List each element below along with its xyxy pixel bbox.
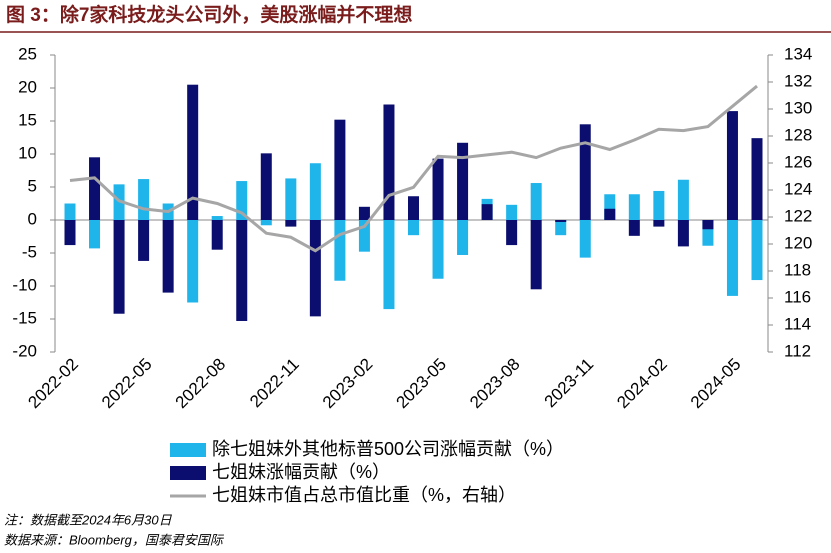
legend-swatch [170,443,206,457]
y2-tick-label: 116 [784,287,811,306]
bar [309,163,321,220]
bar [383,220,395,310]
bar [187,220,199,303]
y-tick-label: -20 [12,341,37,360]
y2-tick-label: 114 [784,314,811,333]
y2-tick-label: 132 [784,71,812,90]
bar [236,181,248,220]
bar [408,220,419,236]
x-tick-label: 2023-11 [541,355,598,412]
bar [187,84,199,220]
y-tick-label: 15 [18,110,37,129]
x-tick-label: 2024-05 [687,355,745,413]
bar [408,196,419,220]
bar [604,208,616,220]
bar [457,142,469,220]
bar [138,179,150,220]
bar [236,220,248,321]
bar [358,206,370,220]
bar [260,220,272,226]
bar [702,220,714,246]
bar [334,220,346,281]
y-tick-label: 5 [28,176,37,195]
y-tick-label: -10 [12,275,37,294]
bar [653,220,665,227]
bar [432,220,444,279]
y2-tick-label: 128 [784,125,812,144]
bar [457,220,469,255]
bar [309,220,321,317]
y-tick-label: 25 [18,44,37,63]
y-tick-label: 0 [28,209,37,228]
x-tick-label: 2022-11 [246,355,303,412]
bar [653,190,665,220]
legend-swatch [170,466,206,480]
bar [64,203,76,220]
line [69,84,758,253]
bar [211,220,223,250]
bar [677,179,689,220]
bar [506,220,518,246]
bar [579,220,591,258]
bar [481,204,493,220]
bar [138,220,150,261]
bar [358,220,370,252]
y2-tick-label: 118 [784,260,811,279]
bar [383,104,395,220]
x-tick-label: 2023-05 [392,355,450,413]
bar [260,153,272,220]
x-tick-label: 2023-02 [319,355,377,413]
x-tick-label: 2024-02 [613,355,671,413]
bar [555,220,567,236]
bar [285,220,297,227]
bar [432,158,444,220]
bar [604,194,616,220]
bar [211,216,223,220]
bar [334,119,346,220]
bar [113,220,125,314]
source: 数据来源：Bloomberg，国泰君安国际 [4,532,225,547]
bar [751,138,763,220]
x-tick-label: 2022-05 [98,355,156,413]
legend-label: 除七姐妹外其他标普500公司涨幅贡献（%） [212,439,564,459]
y-tick-label: -5 [22,242,37,261]
bar [579,124,591,220]
note: 注：数据截至2024年6月30日 [4,512,173,527]
y-tick-label: 10 [18,143,37,162]
bar [530,220,542,290]
y2-tick-label: 122 [784,206,812,225]
bar [89,220,101,249]
bar [162,220,174,293]
bar [726,111,738,220]
bar [628,220,640,236]
bar [702,220,714,230]
bar [677,220,689,247]
y-tick-label: -15 [12,308,37,327]
bar [506,204,518,220]
bar [555,220,567,222]
y2-tick-label: 120 [784,233,812,252]
y-tick-label: 20 [18,77,37,96]
x-tick-label: 2023-08 [466,355,524,413]
bar [751,220,763,281]
bar [64,220,76,246]
x-tick-label: 2022-08 [172,355,230,413]
legend-label: 七姐妹市值占总市值比重（%，右轴） [212,485,516,505]
y2-tick-label: 126 [784,152,812,171]
legend-label: 七姐妹涨幅贡献（%） [212,462,390,482]
bar [285,178,297,220]
y2-tick-label: 124 [784,179,812,198]
chart-title: 图 3：除7家科技龙头公司外，美股涨幅并不理想 [6,3,412,26]
bar [89,157,101,220]
y2-tick-label: 130 [784,98,812,117]
y2-tick-label: 112 [784,341,811,360]
y2-tick-label: 134 [784,44,812,63]
x-tick-label: 2022-02 [24,355,82,413]
bar [628,194,640,220]
bar [726,220,738,296]
bar [530,183,542,220]
